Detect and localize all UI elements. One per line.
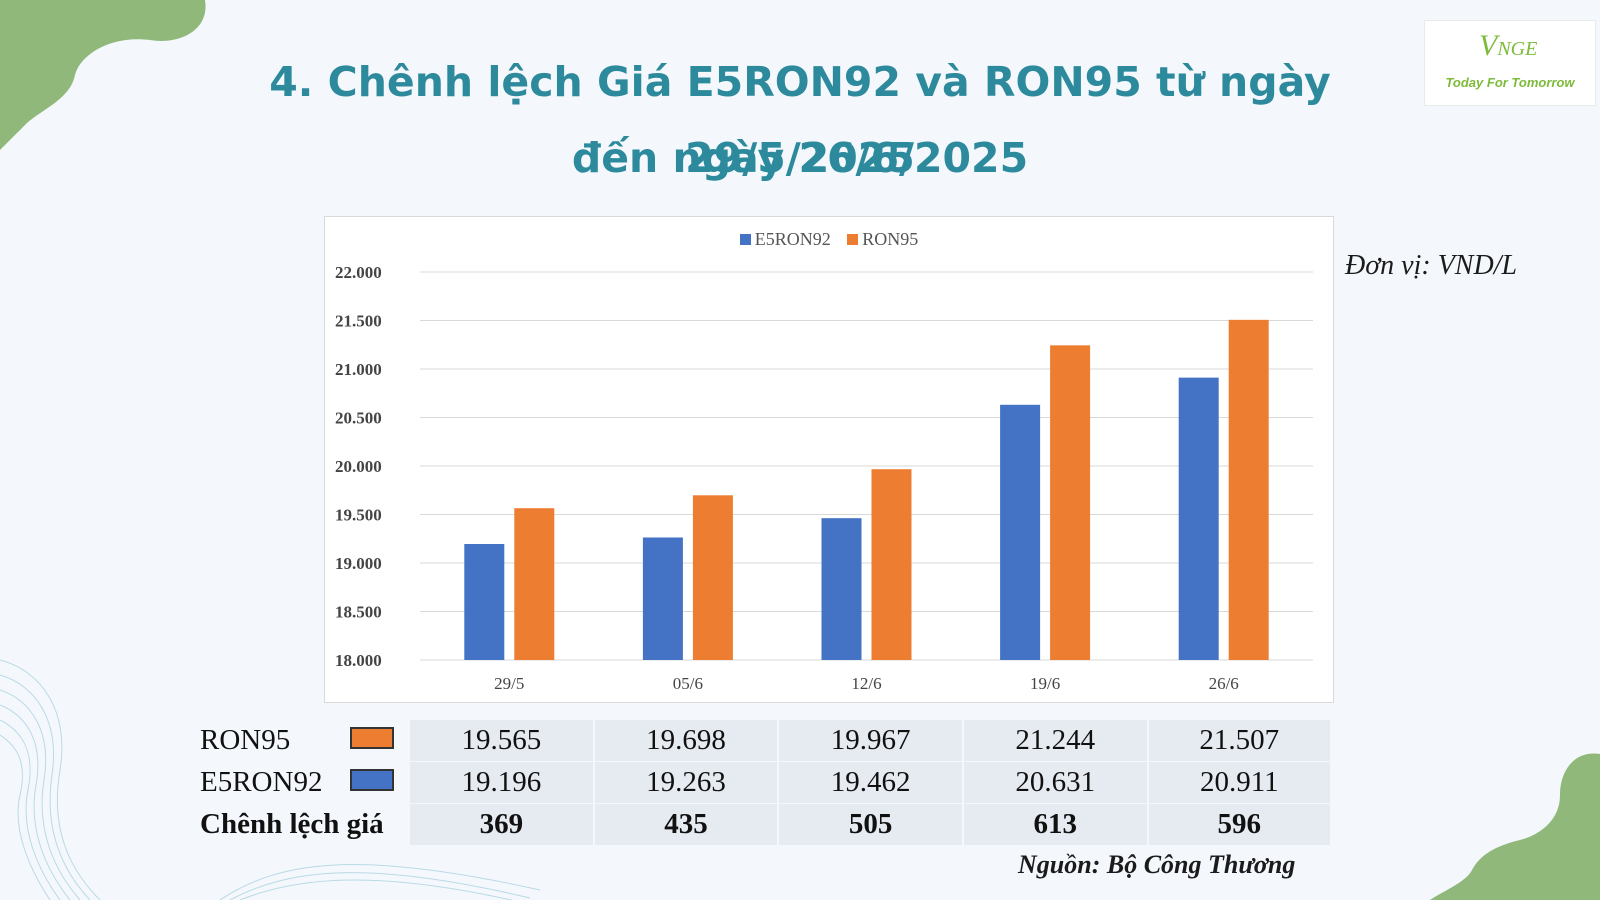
row-swatch-ron95: [350, 727, 394, 750]
page-title-line-1: 4. Chênh lệch Giá E5RON92 và RON95 từ ng…: [269, 58, 1331, 182]
table-cell: 435: [592, 803, 779, 846]
table-cell: 21.244: [961, 720, 1148, 762]
legend-item-ron95: RON95: [847, 229, 918, 250]
bar-ron95-19-6: [1050, 345, 1091, 660]
x-tick-label: 05/6: [673, 674, 703, 693]
legend-swatch-e5ron92: [739, 234, 751, 245]
bar-ron95-12-6: [871, 469, 912, 660]
y-tick-label: 21.500: [335, 312, 382, 331]
y-tick-label: 18.000: [335, 651, 382, 670]
bar-e5ron92-05-6: [642, 537, 683, 660]
y-tick-label: 20.500: [335, 409, 382, 428]
logo-tagline: Today For Tomorrow: [1445, 75, 1575, 90]
price-table: RON95 19.565 19.698 19.967 21.244 21.507…: [198, 720, 1330, 846]
table-cell: 613: [961, 803, 1148, 846]
bar-ron95-29-5: [514, 508, 555, 660]
x-tick-label: 26/6: [1209, 674, 1239, 693]
source-note: Nguồn: Bộ Công Thương: [1018, 850, 1296, 879]
table-cell: 19.698: [592, 720, 779, 762]
legend-item-e5ron92: E5RON92: [739, 229, 831, 250]
bar-e5ron92-12-6: [821, 518, 862, 660]
bar-ron95-26-6: [1228, 319, 1269, 660]
y-tick-label: 21.000: [335, 360, 382, 379]
y-tick-label: 22.000: [335, 263, 382, 282]
x-tick-label: 19/6: [1030, 674, 1060, 693]
bar-chart: 18.000 18.500 19.000 19.500 20.000 20.500 21.0…: [335, 263, 1313, 693]
row-header-ron95: RON95: [198, 720, 409, 762]
unit-label: Đơn vị: VND/L: [1345, 250, 1518, 281]
legend-swatch-ron95: [847, 234, 859, 245]
y-tick-label: 19.000: [335, 554, 382, 573]
table-row-e5ron92: E5RON92 19.196 19.263 19.462 20.631 20.9…: [198, 761, 1330, 804]
table-row-ron95: RON95 19.565 19.698 19.967 21.244 21.507: [198, 720, 1330, 762]
row-swatch-e5ron92: [350, 769, 394, 791]
page-title-line-2: đến ngày 26/6/2025: [571, 134, 1029, 182]
y-tick-label: 20.000: [335, 457, 382, 476]
table-cell: 19.967: [777, 720, 963, 762]
bar-e5ron92-19-6: [1000, 404, 1041, 660]
table-row-price-difference: Chênh lệch giá 369 435 505 613 596: [198, 803, 1330, 846]
legend-label-e5ron92: E5RON92: [754, 229, 831, 249]
table-cell: 20.911: [1146, 761, 1330, 804]
y-tick-label: 19.500: [335, 506, 382, 525]
x-tick-label: 12/6: [851, 674, 881, 693]
table-cell: 19.462: [777, 761, 963, 804]
legend-label-ron95: RON95: [862, 229, 919, 249]
table-cell: 19.263: [592, 761, 779, 804]
row-label: E5RON92: [200, 766, 323, 798]
row-header-difference: Chênh lệch giá: [198, 803, 409, 846]
bar-ron95-05-6: [692, 495, 733, 660]
decor-left-wave-lines: [0, 659, 101, 900]
bar-e5ron92-26-6: [1178, 377, 1219, 660]
table-cell: 19.565: [408, 720, 594, 762]
chart-legend: E5RON92 RON95: [325, 229, 1333, 250]
x-tick-label: 29/5: [494, 674, 524, 693]
row-label: Chênh lệch giá: [200, 808, 384, 840]
table-cell: 20.631: [961, 761, 1148, 804]
table-cell: 21.507: [1146, 720, 1330, 762]
chart-container: 18.000 18.500 19.000 19.500 20.000 20.500 21.0…: [324, 216, 1334, 703]
decor-bottom-right-blob: [1430, 753, 1600, 900]
brand-logo: VNGE Today For Tomorrow: [1424, 20, 1596, 106]
decor-bottom-wave-lines: [220, 864, 540, 900]
table-cell: 369: [408, 803, 594, 846]
table-cell: 19.196: [408, 761, 594, 804]
row-header-e5ron92: E5RON92: [198, 761, 409, 804]
y-tick-label: 18.500: [335, 603, 382, 622]
table-cell: 505: [777, 803, 963, 846]
logo-mark: VNGE: [1479, 29, 1538, 62]
bar-e5ron92-29-5: [464, 543, 505, 660]
table-cell: 596: [1146, 803, 1330, 846]
row-label: RON95: [200, 724, 291, 757]
